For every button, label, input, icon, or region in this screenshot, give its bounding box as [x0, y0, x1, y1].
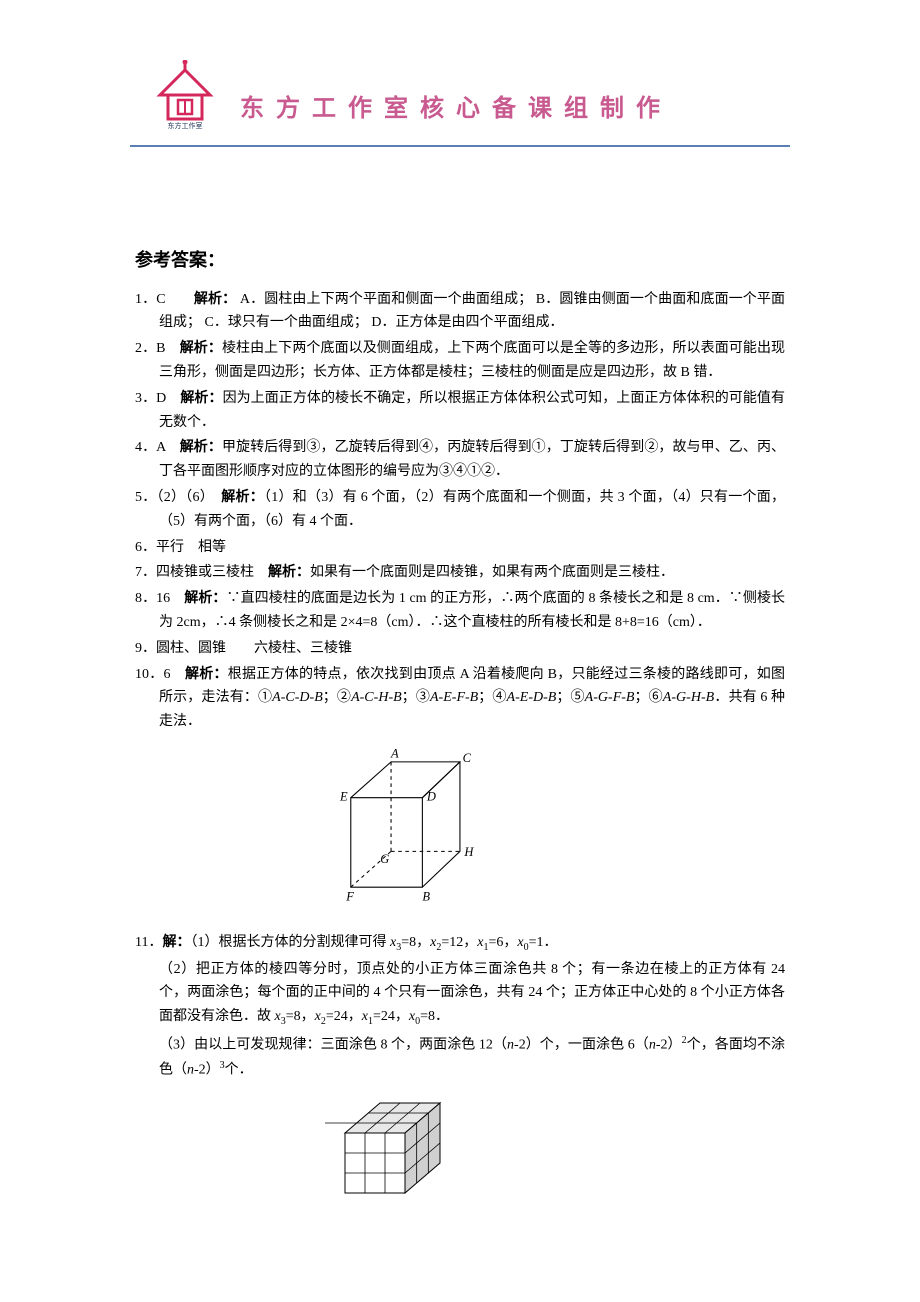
answer-7: 7．四棱锥或三棱柱 解析：如果有一个底面则是四棱锥，如果有两个底面则是三棱柱． — [135, 561, 785, 585]
answer-11-3: （3）由以上可发现规律：三面涂色 8 个，两面涂色 12（n‐2）个，一面涂色 … — [135, 1032, 785, 1083]
content-area: 参考答案： 1．C 解析： A．圆柱由上下两个平面和侧面一个曲面组成； B．圆锥… — [0, 145, 920, 1280]
answer-2: 2．B 解析：棱柱由上下两个底面以及侧面组成，上下两个底面可以是全等的多边形，所… — [135, 337, 785, 385]
answer-text: ∵直四棱柱的底面是边长为 1 cm 的正方形，∴两个底面的 8 条棱长之和是 8… — [159, 591, 785, 630]
answer-11: 11．解：（1）根据长方体的分割规律可得 x3=8，x2=12，x1=6，x0=… — [135, 931, 785, 956]
logo: 东方工作室 — [150, 60, 220, 130]
answer-label: 解析： — [185, 667, 228, 682]
answer-num: 2． — [135, 341, 156, 356]
cube-label-b: B — [422, 890, 430, 904]
answer-9: 9．圆柱、圆锥 六棱柱、三棱锥 — [135, 637, 785, 661]
answer-label: 解析： — [180, 341, 222, 356]
answer-key: 平行 相等 — [156, 540, 226, 555]
answer-num: 11． — [135, 935, 162, 950]
header: 东方工作室 东方工作室核心备课组制作 — [0, 0, 920, 145]
answer-key: 16 — [156, 591, 170, 606]
answer-text: 因为上面正方体的棱长不确定，所以根据正方体体积公式可知，上面正方体体积的可能值有… — [159, 391, 785, 430]
answer-num: 8． — [135, 591, 156, 606]
answer-num: 10． — [135, 667, 164, 682]
header-divider — [130, 145, 790, 147]
answer-5: 5．（2）（6） 解析：（1）和（3）有 6 个面，（2）有两个底面和一个侧面，… — [135, 486, 785, 534]
section-title: 参考答案： — [135, 245, 785, 276]
cube-label-e: E — [339, 789, 348, 803]
answer-4: 4．A 解析：甲旋转后得到③，乙旋转后得到④，丙旋转后得到①，丁旋转后得到②，故… — [135, 436, 785, 484]
answer-10: 10．6 解析：根据正方体的特点，依次找到由顶点 A 沿着棱爬向 B，只能经过三… — [135, 663, 785, 734]
answer-key: 6 — [164, 667, 171, 682]
brand-title: 东方工作室核心备课组制作 — [240, 88, 672, 123]
logo-caption: 东方工作室 — [168, 121, 203, 130]
answer-key: （2）（6） — [157, 490, 207, 505]
answer-num: 5． — [135, 490, 157, 505]
answer-6: 6．平行 相等 — [135, 536, 785, 560]
answer-8: 8．16 解析：∵直四棱柱的底面是边长为 1 cm 的正方形，∴两个底面的 8 … — [135, 587, 785, 635]
house-logo-icon: 东方工作室 — [150, 60, 220, 130]
answer-key: C — [156, 292, 165, 307]
cube-label-a: A — [390, 746, 399, 760]
answer-label: 解析： — [180, 440, 222, 455]
answer-text: 棱柱由上下两个底面以及侧面组成，上下两个底面可以是全等的多边形，所以表面可能出现… — [159, 341, 785, 380]
cube-label-d: D — [426, 789, 436, 803]
cube-label-f: F — [345, 890, 354, 904]
cube-label-c: C — [463, 751, 472, 765]
answer-label: 解析： — [184, 591, 226, 606]
answer-label: 解析： — [194, 292, 236, 307]
answer-text: 甲旋转后得到③，乙旋转后得到④，丙旋转后得到①，丁旋转后得到②，故与甲、乙、丙、… — [159, 440, 785, 479]
cube-diagram: A C E D G H F B — [310, 744, 490, 914]
answer-num: 7． — [135, 565, 156, 580]
answer-key: 圆柱、圆锥 六棱柱、三棱锥 — [156, 641, 352, 656]
answer-key: D — [156, 391, 166, 406]
answer-text: 如果有一个底面则是四棱锥，如果有两个底面则是三棱柱． — [310, 565, 674, 580]
answer-11-2: （2）把正方体的棱四等分时，顶点处的小正方体三面涂色共 8 个；有一条边在棱上的… — [135, 958, 785, 1030]
answer-num: 3． — [135, 391, 156, 406]
cube-label-h: H — [463, 845, 474, 859]
answer-label: 解： — [162, 935, 190, 950]
answer-key: B — [156, 341, 165, 356]
answer-label: 解析： — [268, 565, 310, 580]
answer-label: 解析： — [180, 391, 222, 406]
answer-num: 4． — [135, 440, 156, 455]
answer-num: 6． — [135, 540, 156, 555]
answer-1: 1．C 解析： A．圆柱由上下两个平面和侧面一个曲面组成； B．圆锥由侧面一个曲… — [135, 288, 785, 336]
answer-num: 1． — [135, 292, 156, 307]
answer-label: 解析： — [221, 490, 264, 505]
rubik-cube-diagram — [325, 1093, 455, 1223]
cube-label-g: G — [380, 852, 389, 866]
answer-num: 9． — [135, 641, 156, 656]
answer-key: 四棱锥或三棱柱 — [156, 565, 254, 580]
answer-text: A．圆柱由上下两个平面和侧面一个曲面组成； B．圆锥由侧面一个曲面和底面一个平面… — [159, 292, 785, 331]
answer-3: 3．D 解析：因为上面正方体的棱长不确定，所以根据正方体体积公式可知，上面正方体… — [135, 387, 785, 435]
answer-key: A — [156, 440, 165, 455]
